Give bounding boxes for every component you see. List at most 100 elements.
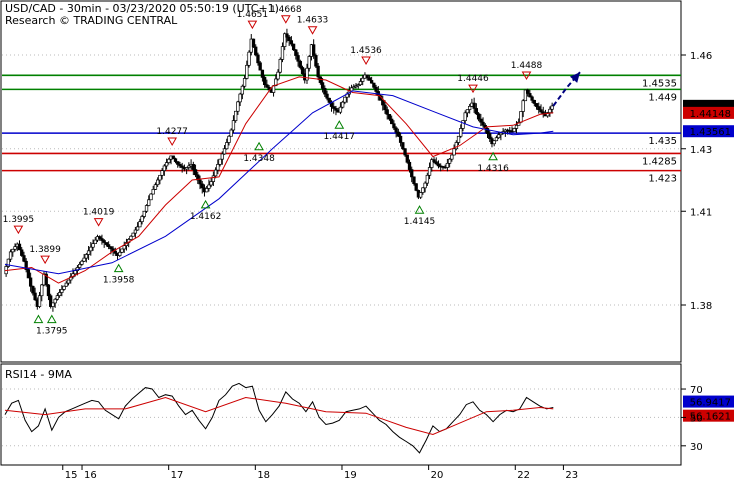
candle-body-121 [274,78,278,87]
candle-body-159 [358,81,363,86]
rsi-tick-label-1: 50 [690,413,703,424]
candle-body-147 [332,106,336,109]
candle-body-61 [140,216,144,223]
candle-body-151 [340,101,345,108]
candle-body-199 [447,158,452,164]
rsi-title: RSI14 - 9MA [5,368,72,381]
candle-body-175 [394,127,398,133]
candle-body-12 [31,285,35,294]
swing-high-marker-17 [521,71,532,81]
candle-body-206 [463,112,467,121]
candle-body-69 [158,174,162,181]
candle-body-62 [142,210,146,217]
candle-body-238 [534,103,539,107]
candle-body-192 [432,159,436,163]
swing-low-label-9: 1.4348 [243,154,275,164]
candle-body-232 [521,100,525,112]
swing-annotations: 1.3995 1.3899 1.3795 1.4019 1.3958 1.4277 1.41… [3,5,543,337]
candle-body-233 [523,89,528,102]
swing-high-label-0: 1.3995 [3,215,35,225]
time-tick-label-2: 17 [171,470,184,480]
candle-body-7 [20,249,24,256]
swing-low-label-7: 1.4162 [190,212,222,222]
candle-body-37 [86,250,91,255]
candle-body-60 [138,221,142,228]
candle-body-140 [316,65,320,78]
candle-body-245 [550,105,554,110]
rsi-lines [4,382,554,454]
swing-low-marker-12 [334,120,345,129]
price-badge-ma [683,106,734,119]
candle-body-187 [421,187,425,193]
candle-body-166 [374,86,378,92]
candle-body-22 [53,298,57,304]
swing-high-marker-15 [468,84,478,94]
swing-high-label-4: 1.4019 [83,208,115,218]
candle-body-219 [492,140,496,145]
candle-body-191 [430,159,434,168]
rsi-axis: 70 50 30 [681,385,703,453]
candle-body-53 [122,245,126,250]
candle-body-71 [162,165,167,171]
candle-body-111 [251,38,256,48]
candle-body-173 [390,118,394,125]
candle-body-164 [369,80,374,84]
candle-body-77 [176,161,180,165]
candle-body-105 [238,93,242,103]
candle-body-35 [82,257,86,262]
rsi-badge-ma [683,409,734,422]
candle-body-25 [60,289,64,293]
support-resistance-levels: 1.4535 1.449 1.435 1.4285 1.423 [2,74,681,185]
candle-body-65 [149,193,153,201]
ma-fast-line [4,76,554,284]
candle-body-23 [55,295,60,300]
candle-body-210 [472,102,476,109]
candle-body-38 [89,246,93,252]
rsi-badge-label-ma: 56.1621 [690,412,731,423]
candle-body-97 [220,153,224,160]
candle-body-45 [104,242,109,245]
swing-low-marker-5 [113,263,124,273]
candle-body-127 [287,36,291,41]
candle-body-132 [298,60,302,68]
candle-body-86 [196,174,200,181]
candle-body-57 [131,232,135,237]
swing-high-label-8: 1.4651 [237,10,269,20]
swing-high-label-6: 1.4277 [156,127,188,137]
candle-body-182 [410,169,414,178]
candle-body-131 [296,55,300,62]
candle-body-81 [184,167,189,170]
candle-body-235 [528,93,532,98]
time-axis: 15 16 17 18 19 20 22 23 [62,465,578,480]
candle-body-204 [459,128,463,137]
candle-body-150 [338,106,343,113]
swing-high-label-11: 1.4633 [297,16,329,26]
candle-body-125 [283,33,287,47]
candle-body-85 [193,169,198,176]
rsi-panel-frame [0,363,682,466]
candle-body-21 [51,302,55,307]
candle-body-177 [398,135,403,143]
candle-body-63 [144,205,149,212]
candle-body-68 [156,179,160,186]
candle-body-160 [361,77,365,82]
candle-body-170 [383,104,387,111]
chart-subtitle: Research © TRADING CENTRAL [5,14,178,27]
candle-body-194 [436,163,441,167]
candle-body-103 [234,110,238,121]
swing-high-label-17: 1.4488 [511,61,543,71]
rsi-series-ma [4,396,554,436]
swing-low-label-14: 1.4145 [404,217,436,227]
candle-body-2 [8,251,13,260]
candle-body-96 [218,158,222,165]
level-label-pivot-2: 1.435 [648,136,677,147]
swing-low-marker-14 [414,205,425,214]
candle-body-145 [327,97,331,103]
candle-body-163 [367,77,372,81]
candle-body-73 [167,158,171,163]
swing-low-marker-16 [488,151,498,161]
candle-body-18 [44,273,48,286]
price-badge-pivot [683,125,734,138]
